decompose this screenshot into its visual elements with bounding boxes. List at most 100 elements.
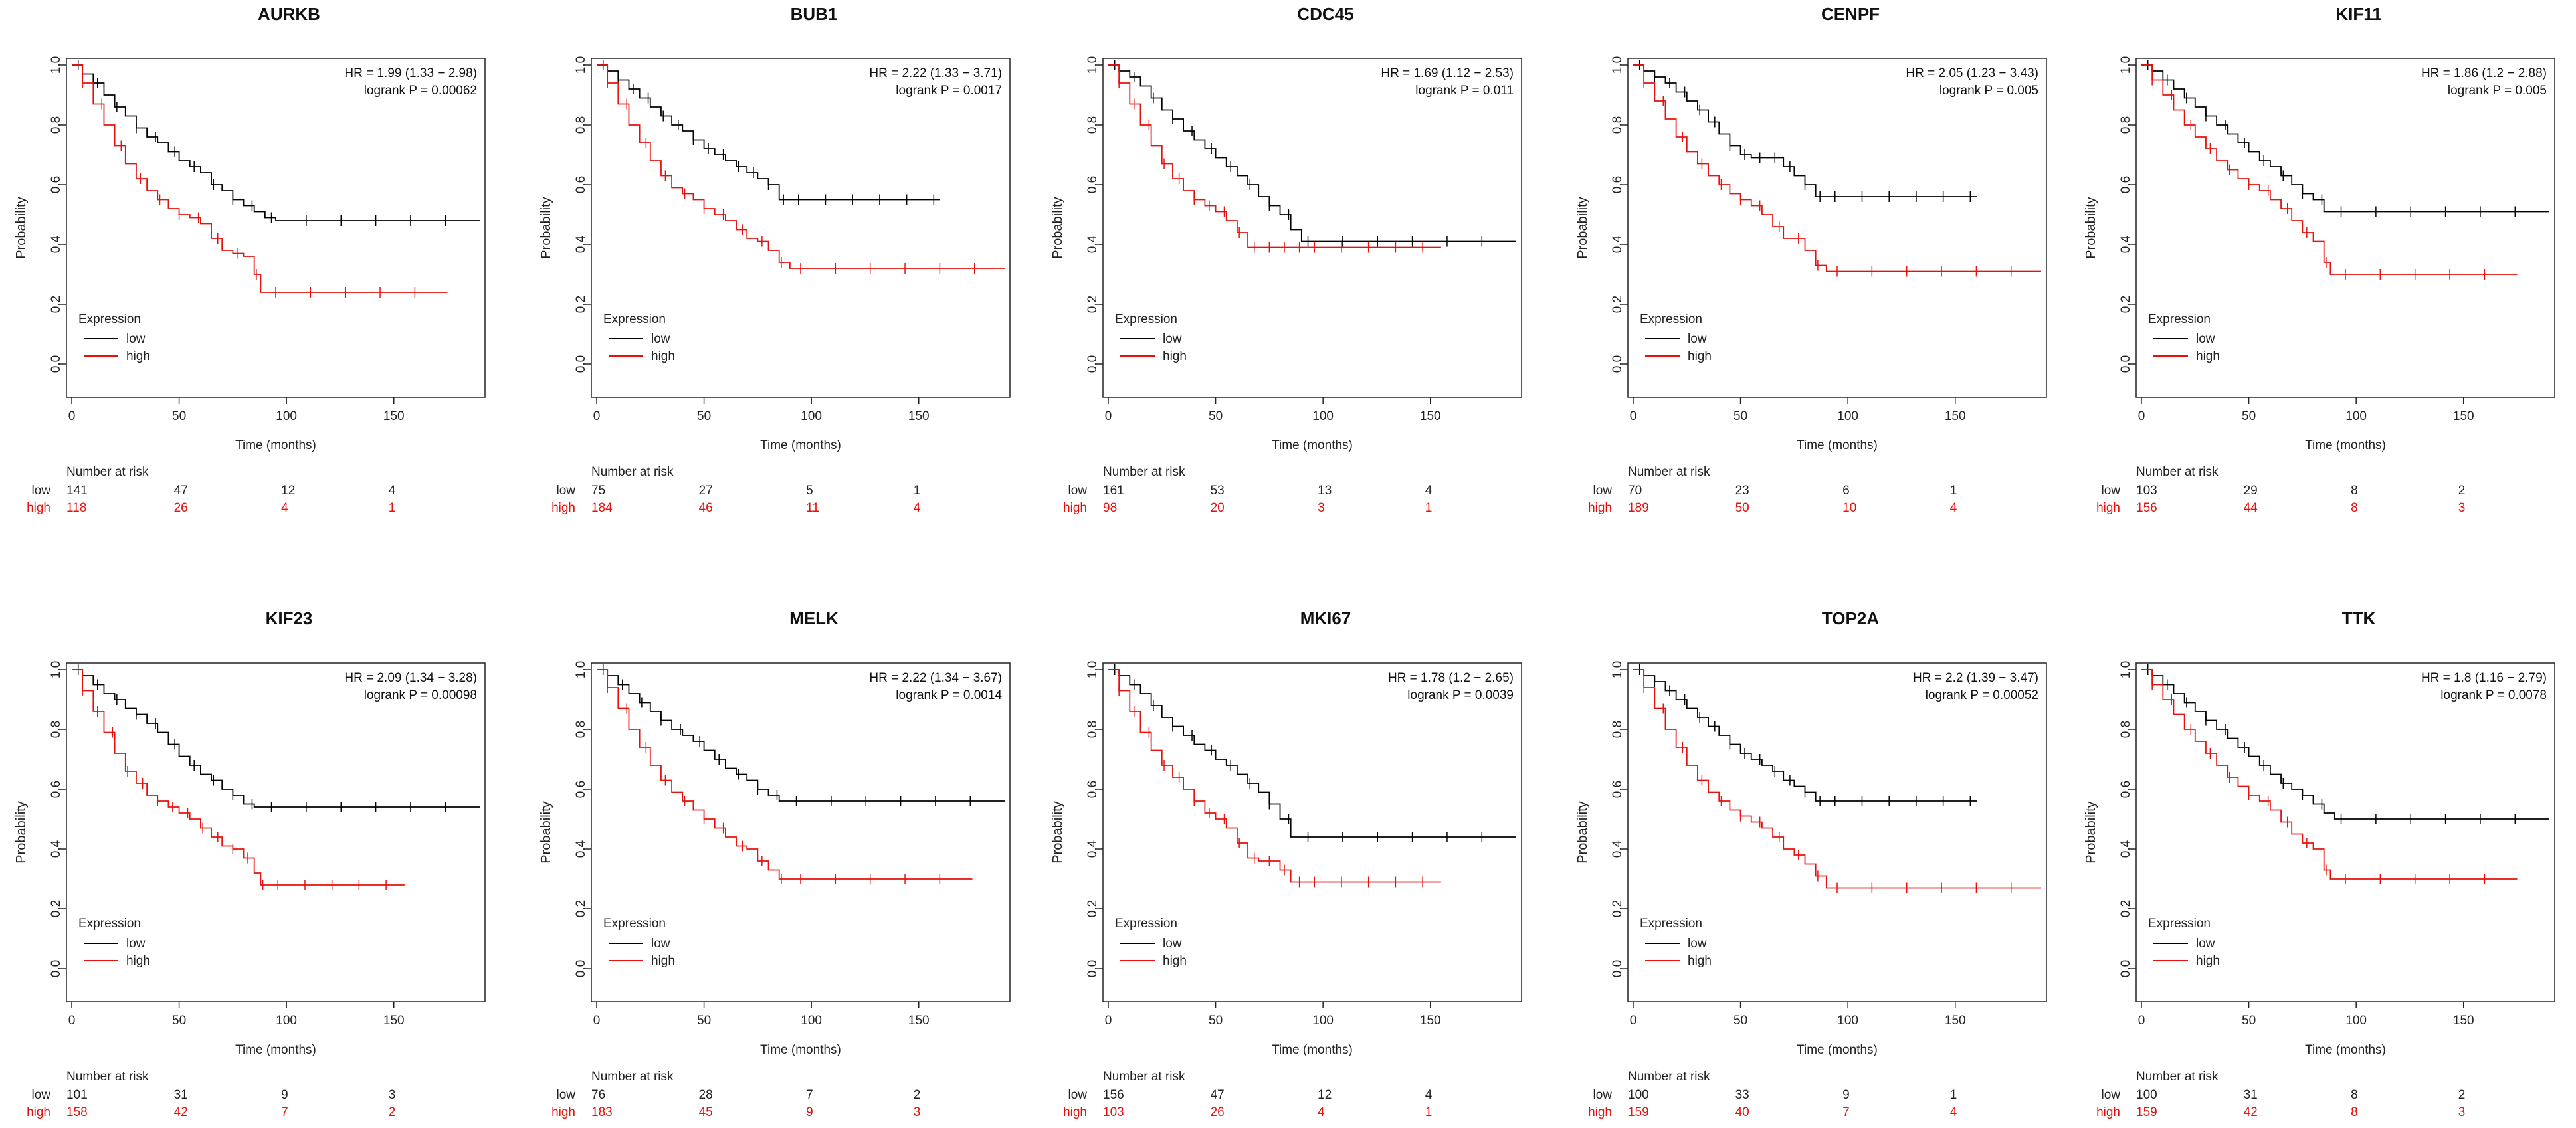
risk-row-label: low: [2101, 1088, 2120, 1102]
risk-row-label: low: [1068, 1088, 1087, 1102]
y-axis-label: Probability: [539, 197, 553, 258]
x-tick-label: 150: [1945, 1014, 1966, 1028]
risk-count: 100: [1628, 1088, 1649, 1102]
logrank-p: logrank P = 0.00052: [1926, 688, 2038, 702]
survival-curve-high: [72, 669, 405, 886]
legend-label-low: low: [1163, 332, 1182, 346]
y-axis-label: Probability: [2084, 801, 2098, 863]
km-panel-kif23: KIF23 0.0 0.2 0.4 0.6 0.8 1.0 Probability 0 50 100…: [14, 609, 486, 1119]
y-tick-label: 0.8: [1611, 721, 1625, 738]
legend-title: Expression: [1115, 312, 1177, 326]
survival-curve-low: [1108, 669, 1516, 838]
x-tick-label: 0: [1630, 409, 1637, 423]
y-tick-label: 0.0: [1611, 355, 1625, 373]
risk-table-title: Number at risk: [591, 1070, 674, 1083]
risk-table-title: Number at risk: [1628, 465, 1710, 479]
risk-count: 31: [2244, 1088, 2258, 1102]
y-axis-label: Probability: [1050, 801, 1065, 863]
x-tick-label: 150: [908, 1014, 930, 1028]
risk-count: 76: [591, 1088, 605, 1102]
x-tick-label: 0: [593, 1014, 601, 1028]
x-tick-label: 100: [2345, 1014, 2367, 1028]
x-tick-label: 50: [697, 1014, 711, 1028]
risk-count: 4: [389, 484, 396, 498]
legend-label-high: high: [126, 954, 150, 968]
legend-title: Expression: [78, 917, 141, 931]
y-tick-label: 0.2: [1086, 900, 1100, 917]
risk-count: 9: [806, 1105, 813, 1119]
y-tick-label: 0.8: [1086, 116, 1100, 134]
risk-count: 4: [1318, 1105, 1325, 1119]
risk-count: 3: [2458, 501, 2466, 515]
y-tick-label: 0.8: [2119, 721, 2133, 738]
legend-label-low: low: [2196, 937, 2215, 951]
logrank-p: logrank P = 0.0078: [2440, 688, 2547, 702]
x-tick-label: 50: [172, 409, 186, 423]
risk-count: 46: [699, 501, 713, 515]
risk-count: 8: [2351, 484, 2358, 498]
y-tick-label: 1.0: [2119, 661, 2133, 678]
risk-count: 26: [174, 501, 188, 515]
risk-count: 2: [2458, 1088, 2466, 1102]
x-axis-label: Time (months): [1797, 1043, 1878, 1057]
risk-count: 26: [1211, 1105, 1225, 1119]
risk-row-label: low: [31, 1088, 50, 1102]
logrank-p: logrank P = 0.00098: [364, 688, 477, 702]
risk-count: 11: [806, 501, 819, 515]
legend-title: Expression: [1115, 917, 1177, 931]
legend-label-low: low: [1688, 332, 1707, 346]
y-tick-label: 0.0: [49, 355, 63, 373]
hazard-ratio: HR = 1.86 (1.2 − 2.88): [2421, 66, 2547, 80]
x-tick-label: 100: [2345, 409, 2367, 423]
plot-frame: [1627, 58, 2047, 398]
km-panel-ttk: TTK 0.0 0.2 0.4 0.6 0.8 1.0 Probability 0 50 100 15…: [2084, 609, 2555, 1119]
panel-title: TTK: [2342, 609, 2376, 628]
risk-count: 161: [1103, 484, 1124, 498]
x-tick-label: 100: [801, 1014, 822, 1028]
risk-count: 3: [1318, 501, 1325, 515]
hazard-ratio: HR = 2.2 (1.39 − 3.47): [1913, 671, 2038, 685]
risk-count: 9: [281, 1088, 288, 1102]
panel-title: KIF11: [2335, 4, 2381, 24]
x-tick-label: 150: [383, 1014, 405, 1028]
x-axis-label: Time (months): [1797, 438, 1878, 452]
km-panel-bub1: BUB1 0.0 0.2 0.4 0.6 0.8 1.0 Probability 0 50 100 1…: [539, 4, 1011, 515]
km-panel-kif11: KIF11 0.0 0.2 0.4 0.6 0.8 1.0 Probability 0 50 100…: [2084, 4, 2555, 515]
hazard-ratio: HR = 1.8 (1.16 − 2.79): [2421, 671, 2547, 685]
risk-row-label: high: [1063, 1105, 1087, 1119]
x-tick-label: 50: [1734, 409, 1747, 423]
risk-row-label: low: [556, 484, 575, 498]
legend-label-low: low: [1688, 937, 1707, 951]
y-tick-label: 0.4: [2119, 840, 2133, 858]
risk-row-label: high: [2096, 501, 2120, 515]
logrank-p: logrank P = 0.00062: [364, 84, 477, 98]
plot-frame: [591, 662, 1011, 1002]
legend-title: Expression: [2148, 917, 2211, 931]
y-tick-label: 0.6: [2119, 176, 2133, 193]
x-axis-label: Time (months): [235, 438, 316, 452]
y-axis-label: Probability: [1575, 801, 1590, 863]
y-axis-label: Probability: [14, 197, 29, 258]
y-tick-label: 0.2: [1611, 900, 1625, 917]
legend-label-high: high: [1688, 954, 1712, 968]
y-tick-label: 0.0: [1086, 960, 1100, 977]
survival-curve-high: [2141, 64, 2518, 275]
risk-count: 4: [914, 501, 921, 515]
hazard-ratio: HR = 2.22 (1.34 − 3.67): [869, 671, 1002, 685]
risk-row-label: low: [31, 484, 50, 498]
legend-label-high: high: [126, 349, 150, 363]
survival-curve-high: [2141, 669, 2518, 880]
x-tick-label: 150: [2453, 409, 2474, 423]
logrank-p: logrank P = 0.005: [1939, 84, 2038, 98]
survival-curve-high: [1108, 64, 1441, 248]
risk-row-label: low: [1068, 484, 1087, 498]
risk-count: 44: [2244, 501, 2258, 515]
panel-title: CDC45: [1297, 4, 1353, 24]
plot-frame: [66, 58, 486, 398]
risk-count: 8: [2351, 1088, 2358, 1102]
survival-curve-high: [1108, 669, 1441, 883]
risk-count: 7: [1842, 1105, 1850, 1119]
logrank-p: logrank P = 0.0014: [896, 688, 1002, 702]
y-tick-label: 1.0: [1611, 56, 1625, 74]
y-tick-label: 0.2: [574, 296, 588, 313]
